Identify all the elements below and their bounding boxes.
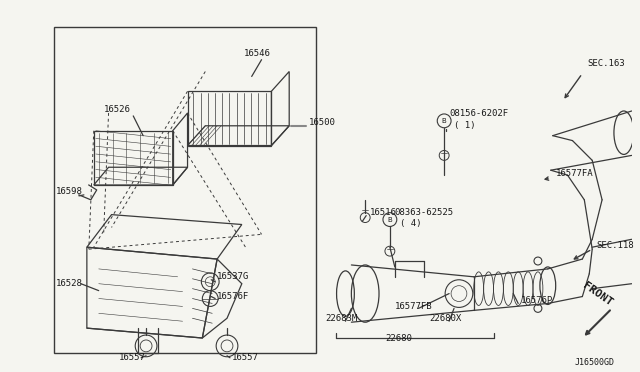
Text: 16557: 16557 bbox=[118, 353, 145, 362]
Text: B: B bbox=[387, 217, 392, 222]
Text: 16577FA: 16577FA bbox=[556, 169, 593, 178]
Text: 16516: 16516 bbox=[370, 208, 397, 217]
Text: 22680X: 22680X bbox=[429, 314, 461, 323]
Text: FRONT: FRONT bbox=[580, 281, 614, 308]
Text: 16526: 16526 bbox=[104, 105, 131, 113]
Text: SEC.163: SEC.163 bbox=[588, 59, 625, 68]
Text: 16576P: 16576P bbox=[521, 296, 554, 305]
Bar bbox=[54, 27, 316, 353]
Text: ( 4): ( 4) bbox=[400, 219, 421, 228]
Text: B: B bbox=[442, 118, 447, 124]
Text: J16500GD: J16500GD bbox=[575, 358, 614, 367]
Text: 16598: 16598 bbox=[56, 187, 83, 196]
Text: 16528: 16528 bbox=[56, 279, 83, 288]
Text: 22683M: 22683M bbox=[326, 314, 358, 323]
Text: 16557: 16557 bbox=[232, 353, 259, 362]
Text: 08156-6202F: 08156-6202F bbox=[449, 109, 508, 118]
Text: 16500: 16500 bbox=[309, 118, 336, 127]
Text: SEC.118: SEC.118 bbox=[596, 241, 634, 250]
Text: 16577FB: 16577FB bbox=[395, 302, 433, 311]
Text: 16546: 16546 bbox=[244, 49, 271, 58]
Text: 16576F: 16576F bbox=[217, 292, 250, 301]
Text: 08363-62525: 08363-62525 bbox=[395, 208, 454, 217]
Text: 22680: 22680 bbox=[385, 334, 412, 343]
Text: 16537G: 16537G bbox=[217, 272, 250, 281]
Text: ( 1): ( 1) bbox=[454, 121, 476, 130]
